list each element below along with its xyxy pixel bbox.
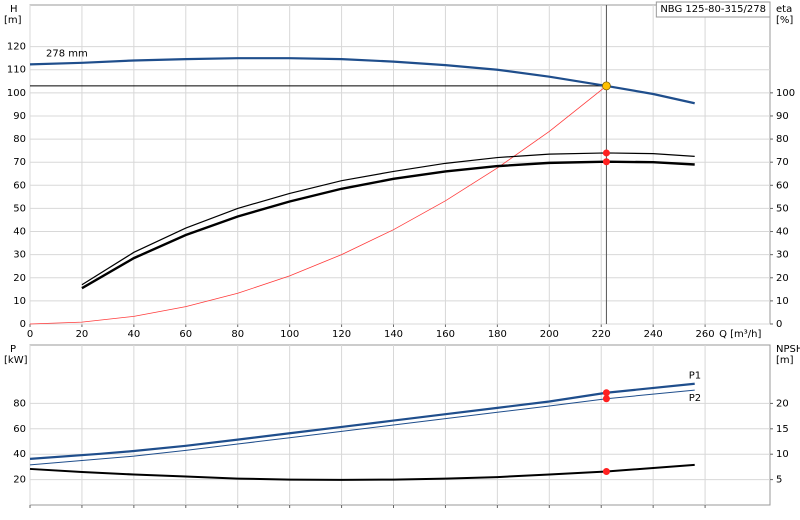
y-tick-label: 40	[13, 227, 26, 238]
plot-area	[29, 344, 771, 506]
x-tick-label: 60	[179, 329, 192, 340]
y-axis-unit: [kW]	[4, 355, 28, 366]
x-tick-label: 120	[332, 329, 351, 340]
y2-tick-label: 5	[776, 475, 782, 486]
y2-axis-label: eta	[776, 4, 792, 15]
curve	[29, 389, 695, 466]
x-tick-label: 180	[488, 329, 507, 340]
y2-tick-label: 80	[776, 134, 789, 145]
y-tick-label: 60	[13, 180, 26, 191]
duty-point	[602, 389, 610, 397]
y-tick-label: 70	[13, 157, 26, 168]
y-tick-label: 110	[7, 65, 26, 76]
x-tick-label: 20	[76, 329, 89, 340]
curve	[29, 463, 695, 481]
y2-tick-label: 60	[776, 180, 789, 191]
x-tick-label: 160	[436, 329, 455, 340]
y2-tick-label: 20	[776, 398, 789, 409]
y-tick-label: 40	[13, 449, 26, 460]
curve	[29, 57, 695, 105]
duty-point	[602, 467, 610, 475]
y-tick-label: 120	[7, 42, 26, 53]
operating-point	[602, 81, 611, 91]
y2-tick-label: 10	[776, 449, 789, 460]
y2-tick-label: 20	[776, 273, 789, 284]
plot-area	[29, 4, 771, 325]
y-axis-label: P	[10, 344, 16, 355]
y-tick-label: 20	[13, 475, 26, 486]
x-tick-label: 200	[540, 329, 559, 340]
duty-point	[602, 149, 610, 157]
duty-point	[602, 395, 610, 403]
x-tick-label: 240	[644, 329, 663, 340]
x-tick-label: 260	[696, 329, 715, 340]
curve	[29, 85, 607, 325]
curve-label: 278 mm	[46, 48, 88, 59]
y2-tick-label: 15	[776, 424, 789, 435]
y2-tick-label: 0	[776, 319, 782, 330]
y2-tick-label: 40	[776, 227, 789, 238]
x-axis-label: Q [m³/h]	[719, 329, 761, 340]
y-tick-label: 50	[13, 203, 26, 214]
y2-tick-label: 50	[776, 203, 789, 214]
title-box	[655, 1, 771, 18]
y2-tick-label: 100	[776, 88, 795, 99]
y-tick-label: 30	[13, 250, 26, 261]
y-axis-label: H	[10, 4, 18, 15]
x-tick-label: 220	[592, 329, 611, 340]
y2-axis-unit: [m]	[776, 355, 794, 366]
chart-title: NBG 125-80-315/278	[660, 4, 766, 15]
y2-axis-unit: [%]	[776, 15, 793, 26]
x-tick-label: 0	[27, 329, 33, 340]
y-tick-label: 80	[13, 134, 26, 145]
curve-label: P1	[689, 371, 701, 382]
y-tick-label: 20	[13, 273, 26, 284]
y-tick-label: 90	[13, 111, 26, 122]
y-tick-label: 60	[13, 424, 26, 435]
curve	[29, 382, 695, 461]
y2-tick-label: 90	[776, 111, 789, 122]
curve-label: P2	[689, 393, 701, 404]
y2-axis-label: NPSH	[776, 344, 800, 355]
y2-tick-label: 10	[776, 296, 789, 307]
x-tick-label: 40	[127, 329, 140, 340]
y-tick-label: 0	[20, 319, 26, 330]
x-tick-label: 100	[280, 329, 299, 340]
y-tick-label: 10	[13, 296, 26, 307]
y2-tick-label: 30	[776, 250, 789, 261]
y-tick-label: 100	[7, 88, 26, 99]
y-tick-label: 80	[13, 398, 26, 409]
y2-tick-label: 70	[776, 157, 789, 168]
x-tick-label: 80	[231, 329, 244, 340]
y-axis-unit: [m]	[4, 15, 22, 26]
x-tick-label: 140	[384, 329, 403, 340]
duty-point	[602, 158, 610, 166]
